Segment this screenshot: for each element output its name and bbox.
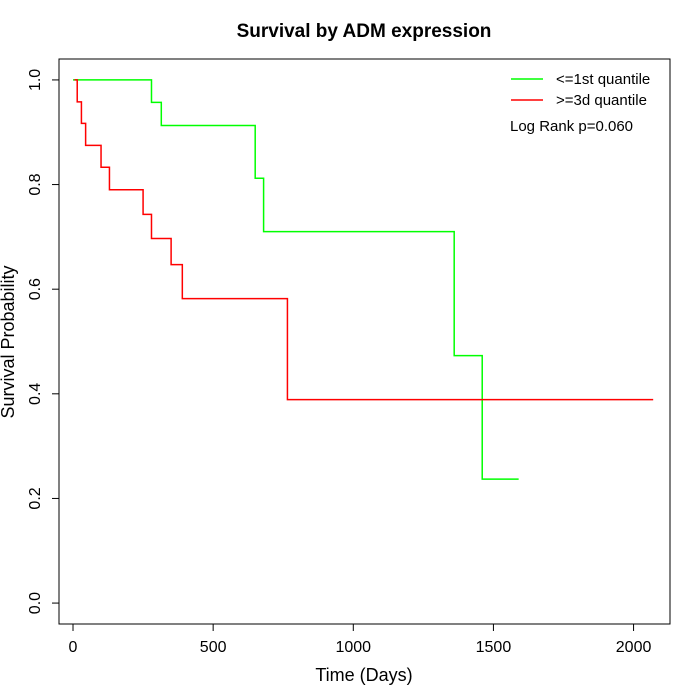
- x-tick-label: 1000: [335, 639, 371, 656]
- survival-curve-1: [73, 79, 519, 480]
- x-tick-label: 2000: [616, 639, 652, 656]
- x-tick-label: 500: [200, 639, 227, 656]
- x-tick-label: 0: [69, 639, 78, 656]
- series-group: [73, 79, 654, 480]
- plot-frame: [58, 58, 671, 625]
- survival-curve-2: [74, 79, 654, 401]
- logrank-annotation: Log Rank p=0.060: [510, 118, 633, 135]
- y-tick-label: 1.0: [27, 69, 44, 91]
- chart-title: Survival by ADM expression: [237, 21, 492, 42]
- x-axis: 0 500 1000 1500 2000: [69, 623, 652, 656]
- legend-label: <=1st quantile: [556, 71, 650, 88]
- y-axis-title: Survival Probability: [0, 265, 18, 418]
- y-axis: 0.0 0.2 0.4 0.6 0.8 1.0: [27, 69, 60, 614]
- y-tick-label: 0.0: [27, 592, 44, 614]
- y-tick-label: 0.2: [27, 487, 44, 509]
- y-tick-label: 0.6: [27, 278, 44, 300]
- x-tick-label: 1500: [476, 639, 512, 656]
- legend-label: >=3d quantile: [556, 92, 647, 109]
- y-tick-label: 0.4: [27, 383, 44, 405]
- legend: <=1st quantile >=3d quantile: [511, 71, 650, 109]
- y-tick-label: 0.8: [27, 173, 44, 195]
- x-axis-title: Time (Days): [315, 665, 412, 685]
